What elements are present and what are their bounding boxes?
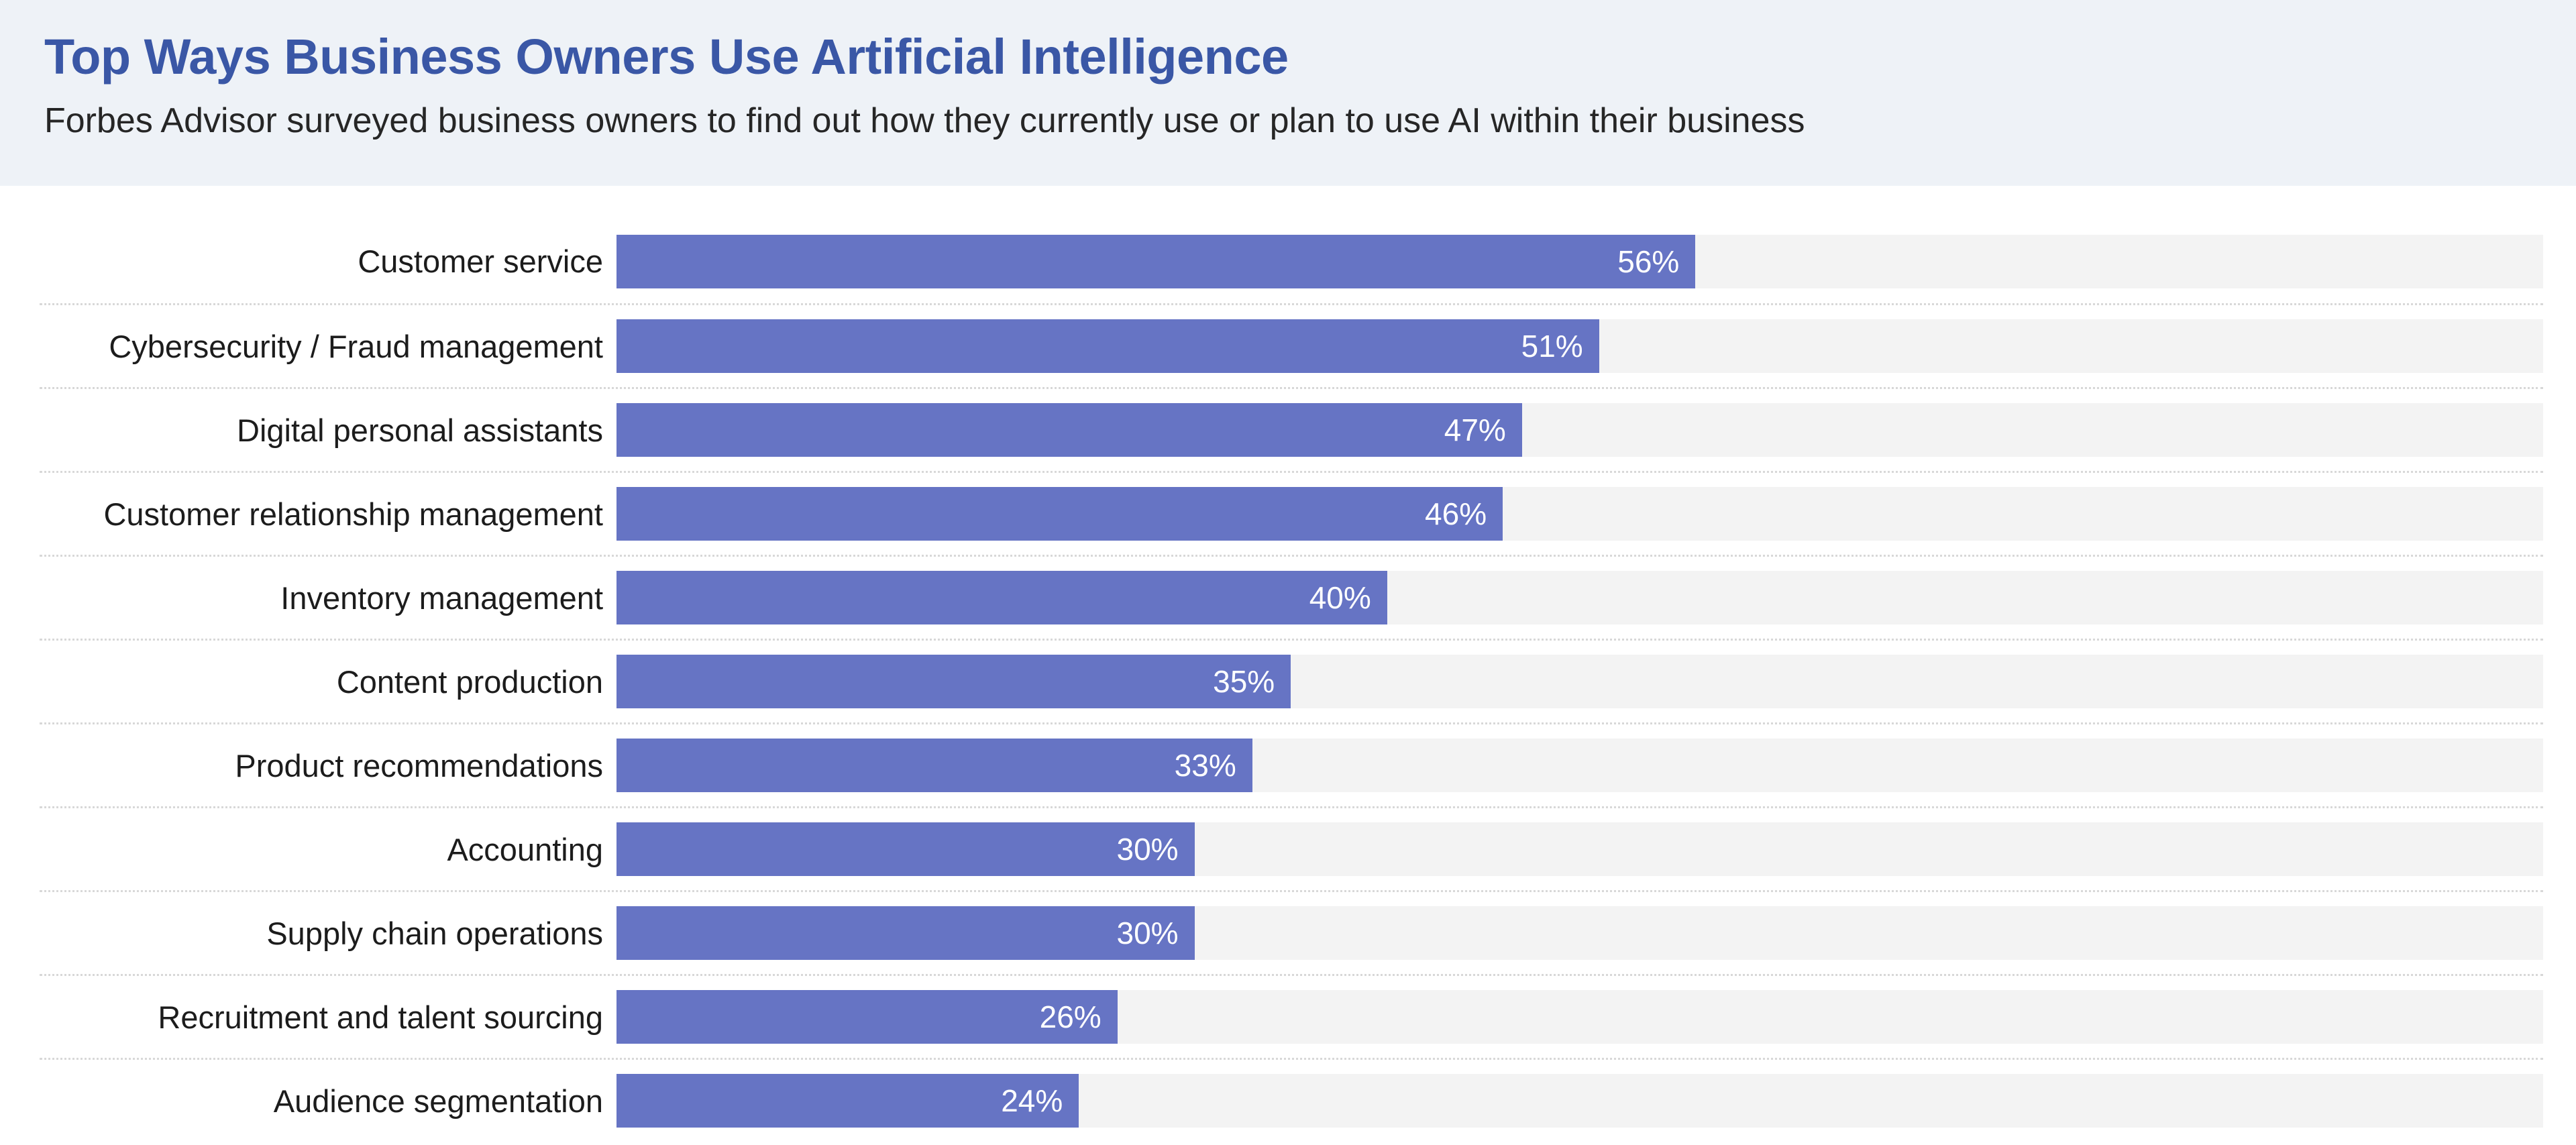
- value-label: 47%: [1444, 413, 1506, 447]
- chart-row: Cybersecurity / Fraud management 51%: [40, 303, 2543, 387]
- value-label: 30%: [1116, 832, 1179, 867]
- bar-track: 40%: [616, 571, 2543, 624]
- category-label: Content production: [336, 663, 603, 700]
- chart-title: Top Ways Business Owners Use Artificial …: [44, 29, 1289, 85]
- bar: 26%: [616, 990, 1118, 1044]
- value-label: 26%: [1039, 999, 1102, 1034]
- bar-track: 51%: [616, 319, 2543, 373]
- category-label: Customer relationship management: [103, 496, 603, 532]
- value-label: 46%: [1425, 496, 1487, 531]
- bar-track: 30%: [616, 906, 2543, 960]
- category-label: Product recommendations: [235, 747, 603, 783]
- category-label: Customer service: [358, 243, 603, 279]
- bar-track: 33%: [616, 739, 2543, 792]
- bar-track: 26%: [616, 990, 2543, 1044]
- chart-row: Customer service 56%: [40, 219, 2543, 303]
- chart-row: Accounting 30%: [40, 806, 2543, 890]
- category-label: Accounting: [447, 831, 603, 867]
- value-label: 24%: [1001, 1083, 1063, 1118]
- bar-track: 47%: [616, 403, 2543, 457]
- bar: 33%: [616, 739, 1252, 792]
- bar-chart: Customer service 56% Cybersecurity / Fraud…: [0, 186, 2576, 1142]
- bar: 24%: [616, 1074, 1079, 1128]
- bar: 30%: [616, 906, 1195, 960]
- chart-row: Customer relationship management 46%: [40, 471, 2543, 555]
- chart-row: Content production 35%: [40, 639, 2543, 722]
- bar: 30%: [616, 822, 1195, 876]
- chart-row: Recruitment and talent sourcing 26%: [40, 974, 2543, 1058]
- category-label: Supply chain operations: [266, 915, 603, 951]
- value-label: 40%: [1309, 580, 1371, 615]
- chart-row: Digital personal assistants 47%: [40, 387, 2543, 471]
- bar-track: 56%: [616, 234, 2543, 288]
- value-label: 35%: [1213, 664, 1275, 699]
- chart-subtitle: Forbes Advisor surveyed business owners …: [44, 101, 1805, 141]
- chart-row: Inventory management 40%: [40, 555, 2543, 639]
- value-label: 30%: [1116, 916, 1179, 950]
- value-label: 51%: [1521, 329, 1583, 364]
- chart-row: Supply chain operations 30%: [40, 890, 2543, 974]
- bar-track: 35%: [616, 655, 2543, 708]
- value-label: 56%: [1617, 243, 1680, 279]
- bar: 56%: [616, 234, 1696, 288]
- category-label: Recruitment and talent sourcing: [158, 999, 603, 1035]
- bar: 51%: [616, 319, 1599, 373]
- value-label: 33%: [1174, 748, 1236, 783]
- category-label: Audience segmentation: [273, 1083, 603, 1119]
- category-label: Digital personal assistants: [237, 412, 603, 448]
- bar-track: 46%: [616, 487, 2543, 541]
- chart-header: Top Ways Business Owners Use Artificial …: [0, 0, 2576, 186]
- category-label: Inventory management: [280, 580, 603, 616]
- bar: 35%: [616, 655, 1291, 708]
- bar: 47%: [616, 403, 1522, 457]
- bar: 46%: [616, 487, 1503, 541]
- bar-track: 30%: [616, 822, 2543, 876]
- chart-rows: Customer service 56% Cybersecurity / Fraud…: [40, 219, 2543, 1142]
- category-label: Cybersecurity / Fraud management: [109, 328, 603, 364]
- chart-row: Audience segmentation 24%: [40, 1058, 2543, 1142]
- chart-row: Product recommendations 33%: [40, 722, 2543, 806]
- bar-track: 24%: [616, 1074, 2543, 1128]
- bar: 40%: [616, 571, 1387, 624]
